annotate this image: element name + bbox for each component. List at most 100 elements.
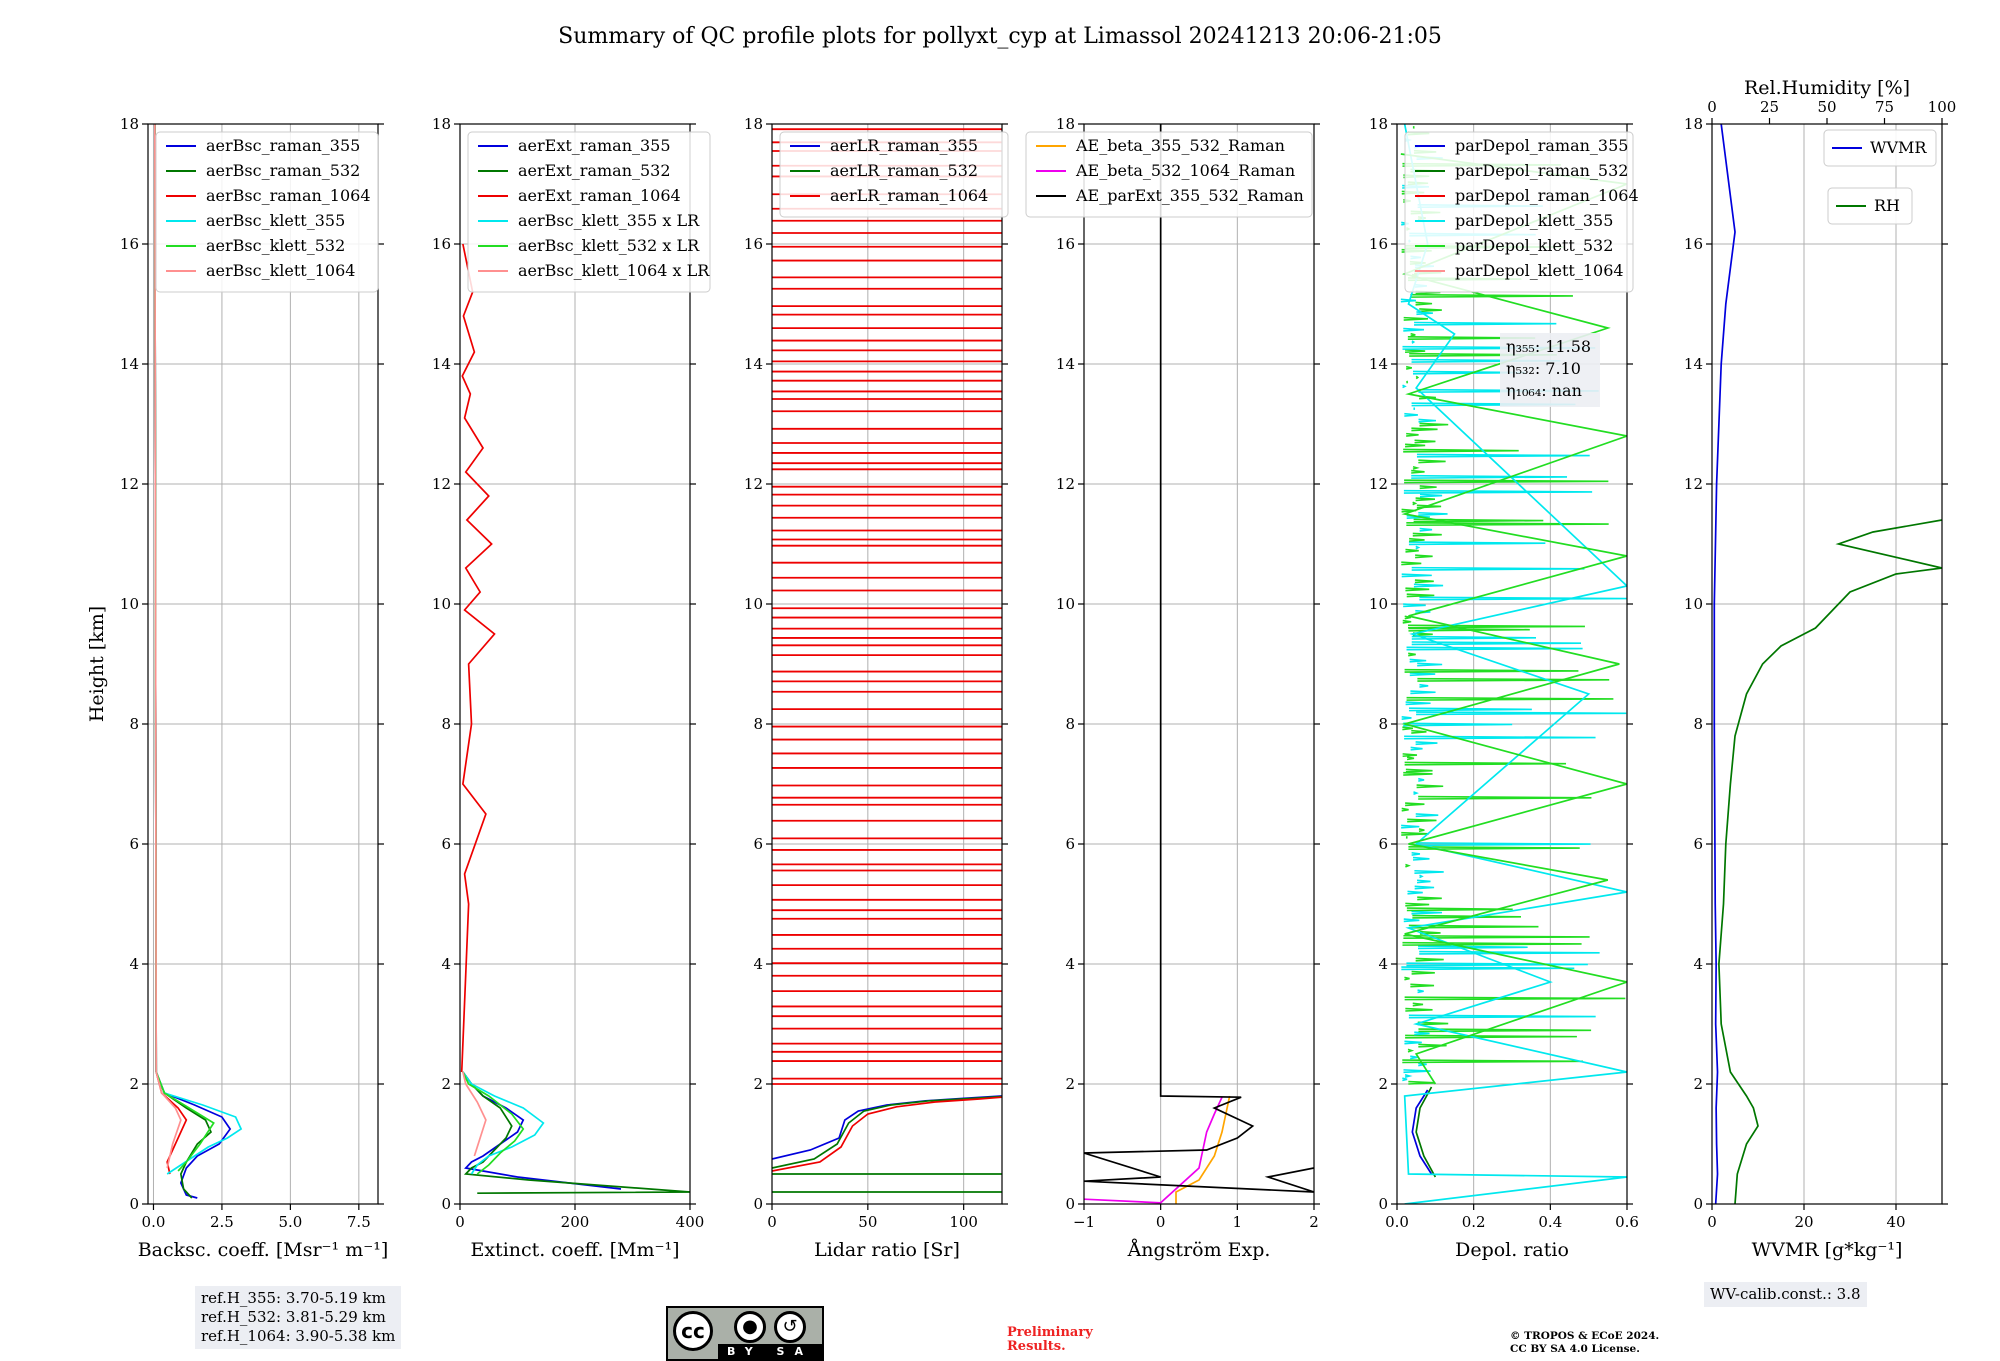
legend-label: aerBsc_klett_532 bbox=[206, 236, 345, 255]
y-tick-label: 14 bbox=[120, 355, 139, 373]
y-tick-label: 12 bbox=[1369, 475, 1388, 493]
top-x-tick-label: 50 bbox=[1817, 98, 1836, 116]
y-tick-label: 18 bbox=[1056, 115, 1075, 133]
depol-spike bbox=[1413, 467, 1417, 469]
axes-frame bbox=[772, 124, 1002, 1204]
depol-spike bbox=[1416, 958, 1444, 960]
depol-spike bbox=[1403, 621, 1411, 623]
x-tick-label: 40 bbox=[1886, 1213, 1905, 1231]
legend-label: parDepol_klett_355 bbox=[1455, 211, 1613, 230]
depol-spike bbox=[1404, 736, 1595, 738]
y-tick-label: 16 bbox=[744, 235, 763, 253]
wv-calib-const: WV-calib.const.: 3.8 bbox=[1710, 1285, 1861, 1304]
copyright-line-1: © TROPOS & ECoE 2024. bbox=[1510, 1330, 1659, 1343]
depol-spike bbox=[1417, 897, 1442, 899]
top-x-tick-label: 100 bbox=[1928, 98, 1957, 116]
legend-label: aerExt_raman_532 bbox=[518, 161, 671, 180]
depol-spike bbox=[1403, 449, 1519, 451]
y-axis-label: Height [km] bbox=[86, 606, 108, 722]
depol-spike bbox=[1407, 594, 1435, 596]
depol-spike bbox=[1419, 423, 1448, 425]
cc-by-sa-badge: cc ● ↺ BY SA bbox=[666, 1306, 824, 1361]
depol-spike bbox=[1404, 414, 1418, 416]
depol-spike bbox=[1405, 1009, 1432, 1011]
depol-spike bbox=[1401, 825, 1419, 827]
legend-label: parDepol_klett_1064 bbox=[1455, 261, 1624, 280]
copyright-line-2: CC BY SA 4.0 License. bbox=[1510, 1343, 1659, 1356]
depol-spike bbox=[1405, 444, 1425, 446]
depol-spike bbox=[1419, 419, 1436, 421]
y-tick-label: 6 bbox=[129, 835, 139, 853]
y-tick-label: 6 bbox=[1693, 835, 1703, 853]
axes-frame bbox=[1084, 124, 1314, 1204]
depol-spike bbox=[1411, 334, 1416, 336]
x-tick-label: 0.0 bbox=[142, 1213, 166, 1231]
depol-spike bbox=[1402, 808, 1409, 810]
x-tick-label: 2 bbox=[1309, 1213, 1319, 1231]
depol-spike bbox=[1413, 792, 1416, 794]
y-tick-label: 16 bbox=[432, 235, 451, 253]
x-tick-label: 200 bbox=[561, 1213, 590, 1231]
depol-spike bbox=[1414, 871, 1443, 873]
x-tick-label: 1 bbox=[1233, 1213, 1243, 1231]
ref-height-1064: ref.H_1064: 3.90-5.38 km bbox=[201, 1327, 395, 1346]
depol-spike bbox=[1404, 491, 1592, 493]
y-tick-label: 14 bbox=[1056, 355, 1075, 373]
legend-label: parDepol_klett_532 bbox=[1455, 236, 1613, 255]
y-tick-label: 0 bbox=[753, 1195, 763, 1213]
depol-spike bbox=[1406, 367, 1412, 369]
depol-spike bbox=[1410, 673, 1435, 675]
y-tick-label: 16 bbox=[1369, 235, 1388, 253]
depol-spike bbox=[1411, 731, 1426, 733]
y-tick-label: 14 bbox=[432, 355, 451, 373]
depol-spike bbox=[1402, 1060, 1583, 1062]
series-line-aerLR_raman_532 bbox=[772, 1097, 1002, 1168]
depol-spike bbox=[1408, 891, 1423, 893]
depol-spike bbox=[1413, 858, 1429, 860]
depol-spike bbox=[1417, 679, 1609, 681]
legend-label: aerBsc_klett_1064 bbox=[206, 261, 355, 280]
x-tick-label: 5.0 bbox=[278, 1213, 302, 1231]
legend-label: parDepol_raman_1064 bbox=[1455, 186, 1639, 205]
y-tick-label: 18 bbox=[1369, 115, 1388, 133]
depol-spike bbox=[1409, 542, 1545, 544]
legend-label: AE_beta_355_532_Raman bbox=[1075, 136, 1285, 155]
depol-spike bbox=[1408, 625, 1585, 627]
top-x-tick-label: 0 bbox=[1707, 98, 1717, 116]
x-tick-label: 0.2 bbox=[1462, 1213, 1486, 1231]
depol-spike bbox=[1409, 708, 1532, 710]
depol-spike bbox=[1417, 663, 1442, 665]
depol-spike bbox=[1407, 757, 1414, 759]
x-tick-label: 0 bbox=[1707, 1213, 1717, 1231]
depol-spike bbox=[1406, 434, 1418, 436]
depol-spike bbox=[1411, 911, 1441, 913]
depol-spike bbox=[1406, 702, 1431, 704]
y-tick-label: 16 bbox=[1056, 235, 1075, 253]
depol-spike bbox=[1413, 502, 1416, 504]
depol-spike bbox=[1417, 880, 1430, 882]
depol-spike bbox=[1401, 967, 1574, 969]
series-line-aerBsc_klett_532 x LR bbox=[463, 1072, 523, 1174]
depol-spike bbox=[1414, 322, 1556, 324]
y-tick-label: 4 bbox=[129, 955, 139, 973]
eta-label: η₅₃₂: 7.10 bbox=[1506, 359, 1581, 378]
legend-label: parDepol_raman_355 bbox=[1455, 136, 1628, 155]
ref-height-355: ref.H_355: 3.70-5.19 km bbox=[201, 1289, 395, 1308]
y-tick-label: 4 bbox=[441, 955, 451, 973]
y-tick-label: 18 bbox=[120, 115, 139, 133]
depol-spike bbox=[1418, 797, 1591, 799]
depol-spike bbox=[1420, 486, 1437, 488]
y-tick-label: 12 bbox=[432, 475, 451, 493]
depol-spike bbox=[1411, 428, 1437, 430]
legend-label: AE_parExt_355_532_Raman bbox=[1075, 186, 1304, 205]
y-tick-label: 10 bbox=[1056, 595, 1075, 613]
depol-spike bbox=[1405, 1035, 1577, 1037]
legend-label: aerExt_raman_1064 bbox=[518, 186, 681, 205]
depol-spike bbox=[1402, 574, 1432, 576]
depol-spike bbox=[1412, 972, 1435, 974]
depol-spike bbox=[1418, 513, 1447, 515]
depol-spike bbox=[1420, 528, 1432, 530]
depol-spike bbox=[1401, 299, 1416, 301]
legend-label: aerBsc_raman_355 bbox=[206, 136, 360, 155]
